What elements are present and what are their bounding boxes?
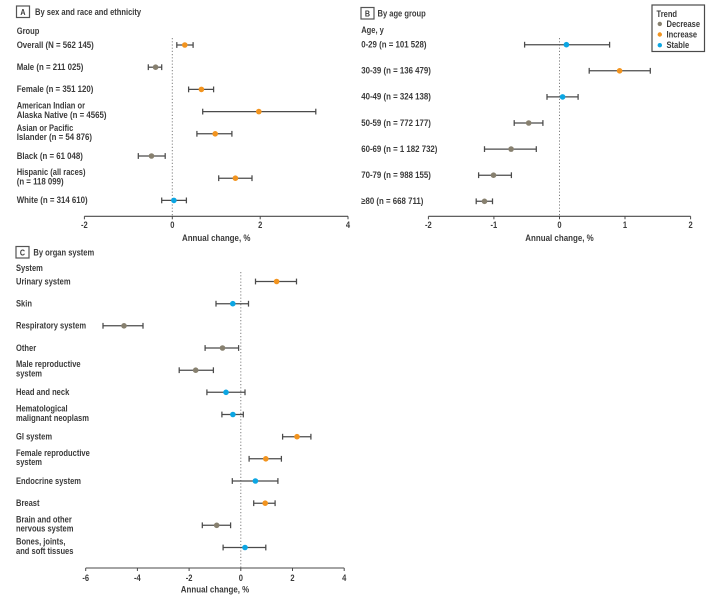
svg-text:By sex and race and ethnicity: By sex and race and ethnicity <box>35 6 141 17</box>
svg-text:2: 2 <box>688 219 693 230</box>
svg-text:A: A <box>20 7 25 17</box>
svg-text:system: system <box>16 456 42 467</box>
svg-text:1: 1 <box>623 219 628 230</box>
svg-text:Hematological: Hematological <box>16 403 68 414</box>
svg-text:-2: -2 <box>425 219 432 230</box>
svg-text:4: 4 <box>346 219 351 230</box>
svg-text:(n = 118 099): (n = 118 099) <box>17 176 64 187</box>
svg-text:-4: -4 <box>134 572 141 583</box>
svg-text:system: system <box>16 368 42 379</box>
svg-text:Alaska Native (n = 4565): Alaska Native (n = 4565) <box>17 109 107 120</box>
svg-text:Female reproductive: Female reproductive <box>16 447 90 458</box>
svg-text:Female (n = 351 120): Female (n = 351 120) <box>17 84 94 95</box>
svg-text:30-39 (n = 136 479): 30-39 (n = 136 479) <box>361 65 431 76</box>
svg-text:Head and neck: Head and neck <box>16 386 70 397</box>
svg-text:B: B <box>365 9 370 19</box>
svg-text:C: C <box>20 248 25 258</box>
svg-text:Annual change, %: Annual change, % <box>181 584 250 595</box>
svg-text:Annual change, %: Annual change, % <box>525 233 594 244</box>
svg-text:Skin: Skin <box>16 298 32 309</box>
svg-text:Overall (N = 562 145): Overall (N = 562 145) <box>17 39 94 50</box>
svg-text:Urinary system: Urinary system <box>16 276 71 287</box>
svg-text:Bones, joints,: Bones, joints, <box>16 536 65 547</box>
svg-text:Breast: Breast <box>16 497 40 508</box>
svg-text:-2: -2 <box>186 572 193 583</box>
svg-text:0: 0 <box>557 219 562 230</box>
svg-text:Age, y: Age, y <box>361 25 384 36</box>
svg-text:2: 2 <box>258 219 263 230</box>
svg-text:GI system: GI system <box>16 431 52 442</box>
svg-text:By organ system: By organ system <box>33 247 94 258</box>
svg-text:70-79 (n = 988 155): 70-79 (n = 988 155) <box>361 169 431 180</box>
svg-text:Group: Group <box>17 25 40 36</box>
svg-text:Black (n = 61 048): Black (n = 61 048) <box>17 150 83 161</box>
svg-text:0: 0 <box>170 219 175 230</box>
svg-text:White (n = 314 610): White (n = 314 610) <box>17 195 88 206</box>
svg-text:Increase: Increase <box>667 29 698 40</box>
svg-text:-6: -6 <box>82 572 89 583</box>
svg-text:-2: -2 <box>81 219 88 230</box>
svg-text:malignant neoplasm: malignant neoplasm <box>16 412 89 423</box>
svg-text:Respiratory system: Respiratory system <box>16 320 86 331</box>
svg-text:Asian or Pacific: Asian or Pacific <box>17 122 74 133</box>
svg-text:and soft tissues: and soft tissues <box>16 545 74 556</box>
svg-text:American Indian or: American Indian or <box>17 100 86 111</box>
svg-text:4: 4 <box>342 572 347 583</box>
svg-text:Trend: Trend <box>657 8 678 19</box>
svg-text:By age group: By age group <box>378 8 426 19</box>
svg-text:40-49 (n = 324 138): 40-49 (n = 324 138) <box>361 91 431 102</box>
svg-text:Other: Other <box>16 342 37 353</box>
svg-text:Male (n = 211 025): Male (n = 211 025) <box>17 61 84 72</box>
svg-text:-1: -1 <box>491 219 498 230</box>
svg-text:Islander (n = 54 876): Islander (n = 54 876) <box>17 132 93 143</box>
svg-text:2: 2 <box>290 572 295 583</box>
svg-text:Hispanic (all races): Hispanic (all races) <box>17 167 86 178</box>
svg-text:0: 0 <box>239 572 244 583</box>
svg-text:0-29 (n = 101 528): 0-29 (n = 101 528) <box>361 39 426 50</box>
svg-text:≥80 (n = 668 711): ≥80 (n = 668 711) <box>361 196 423 207</box>
svg-text:Male reproductive: Male reproductive <box>16 359 81 370</box>
svg-text:50-59 (n = 772 177): 50-59 (n = 772 177) <box>361 117 431 128</box>
svg-text:60-69 (n = 1 182 732): 60-69 (n = 1 182 732) <box>361 143 437 154</box>
svg-text:nervous system: nervous system <box>16 523 73 534</box>
svg-text:Annual change, %: Annual change, % <box>182 233 251 244</box>
svg-text:Endocrine system: Endocrine system <box>16 475 81 486</box>
svg-text:Brain and other: Brain and other <box>16 514 72 525</box>
svg-text:Stable: Stable <box>667 40 690 51</box>
svg-text:Decrease: Decrease <box>667 18 701 29</box>
svg-text:System: System <box>16 263 43 274</box>
